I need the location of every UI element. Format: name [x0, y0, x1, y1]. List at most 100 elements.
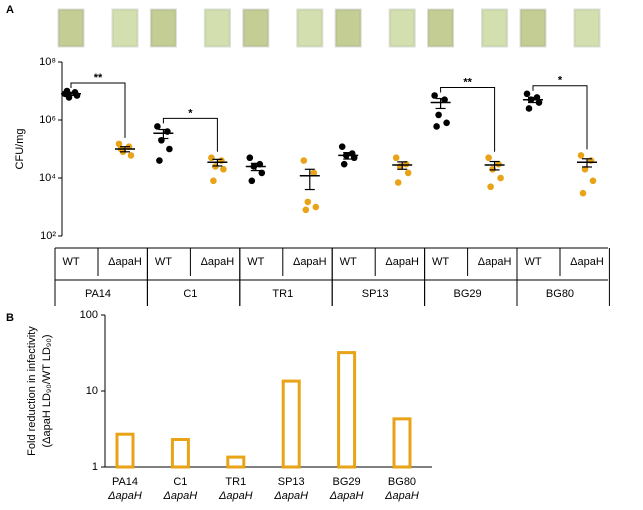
data-point [127, 152, 135, 159]
y-axis-label: (ΔapaH LD₉₀/WT LD₉₀) [41, 334, 53, 447]
y-tick-label: 10 [86, 385, 98, 397]
leaf-photo-bg [429, 11, 452, 45]
significance-label: ** [94, 72, 103, 84]
data-point [246, 154, 254, 162]
data-point [310, 169, 318, 177]
series-label: ΔapaH [478, 256, 512, 268]
y-tick-label: 10² [40, 230, 56, 242]
leaf-photo-bg [298, 11, 321, 45]
significance-label: ** [463, 76, 472, 88]
data-point [497, 174, 504, 182]
data-point [208, 154, 215, 162]
x-tick-label: ΔapaH [329, 490, 364, 502]
data-point [495, 160, 502, 168]
group-label: SP13 [362, 288, 389, 300]
data-point [248, 177, 256, 185]
series-label: WT [247, 256, 264, 268]
significance-label: * [188, 107, 193, 119]
leaf-photo-bg [483, 11, 506, 45]
group-label: PA14 [85, 288, 111, 300]
series-label: WT [524, 256, 541, 268]
y-tick-label: 10⁴ [39, 172, 56, 184]
panel-label: B [6, 312, 14, 324]
data-point [589, 177, 597, 185]
data-point [338, 143, 346, 151]
data-point [154, 123, 161, 130]
data-point [302, 206, 310, 214]
bar [170, 438, 190, 469]
series-label: ΔapaH [201, 256, 235, 268]
data-point [220, 165, 227, 173]
data-point [394, 179, 402, 186]
data-point [210, 177, 217, 185]
series-label: ΔapaH [108, 256, 142, 268]
data-point [156, 157, 163, 164]
data-point [304, 198, 312, 206]
data-point [579, 189, 587, 197]
data-point [312, 203, 320, 211]
x-tick-label: ΔapaH [163, 490, 198, 502]
bar [281, 379, 301, 469]
y-tick-label: 1 [92, 461, 98, 473]
y-tick-label: 10⁶ [39, 114, 56, 126]
series-label: ΔapaH [385, 256, 419, 268]
group-label: C1 [183, 288, 197, 300]
data-point [435, 111, 442, 119]
leaf-photo-bg [114, 11, 136, 45]
bar [337, 351, 357, 469]
data-point [258, 169, 266, 177]
leaf-photo-bg [337, 11, 360, 45]
significance-bracket [440, 86, 496, 152]
significance-label: * [558, 75, 563, 87]
bar [226, 455, 246, 469]
leaf-photo-bg [152, 11, 175, 45]
x-tick-label: SP13 [278, 476, 305, 488]
x-tick-label: C1 [173, 476, 187, 488]
series-label: ΔapaH [293, 256, 327, 268]
data-point [535, 99, 543, 106]
x-tick-label: ΔapaH [107, 490, 142, 502]
data-point [577, 152, 585, 159]
data-point [581, 165, 589, 173]
group-label: BG80 [546, 288, 574, 300]
y-axis-label: Fold reduction in infectivity [26, 326, 38, 456]
x-tick-label: TR1 [225, 476, 246, 488]
x-tick-label: ΔapaH [218, 490, 253, 502]
data-point [115, 140, 123, 148]
group-label: TR1 [272, 288, 293, 300]
bar [392, 417, 412, 469]
leaf-photo-bg [522, 11, 544, 45]
x-tick-label: BG80 [388, 476, 416, 488]
significance-bracket [70, 82, 126, 138]
data-point [523, 90, 531, 98]
data-point [340, 160, 348, 168]
x-tick-label: BG29 [333, 476, 361, 488]
data-point [487, 183, 494, 191]
series-label: WT [62, 256, 79, 268]
significance-bracket [532, 85, 588, 150]
data-point [443, 119, 450, 127]
data-point [433, 123, 440, 130]
series-label: WT [340, 256, 357, 268]
bar [115, 432, 135, 469]
panel-label: A [6, 4, 14, 16]
data-point [300, 157, 308, 164]
leaf-photo-bg [391, 11, 414, 45]
leaf-photo-bg [244, 11, 267, 45]
leaf-photo-bg [60, 11, 82, 45]
x-tick-label: ΔapaH [273, 490, 308, 502]
series-label: WT [432, 256, 449, 268]
leaf-photo-bg [576, 11, 598, 45]
data-point [166, 145, 173, 153]
data-point [392, 154, 400, 162]
series-label: ΔapaH [570, 256, 604, 268]
group-label: BG29 [454, 288, 482, 300]
leaf-photo-bg [206, 11, 229, 45]
series-label: WT [155, 256, 172, 268]
x-tick-label: PA14 [112, 476, 138, 488]
data-point [402, 160, 410, 168]
data-point [431, 92, 438, 99]
x-tick-label: ΔapaH [384, 490, 419, 502]
data-point [404, 169, 412, 177]
